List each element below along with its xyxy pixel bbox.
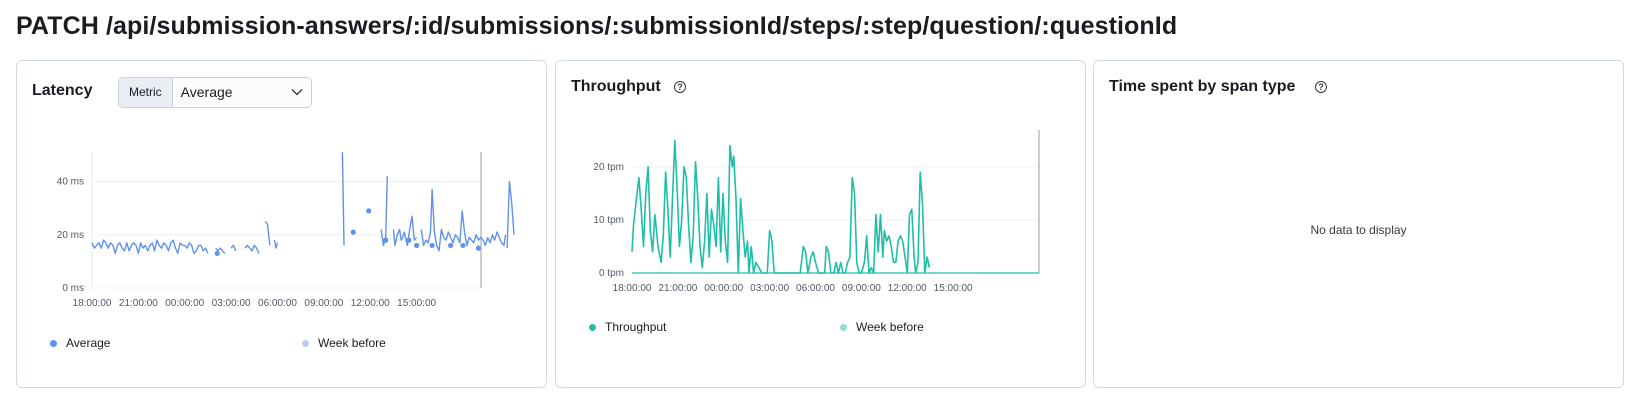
latency-series-line [420,188,507,252]
latency-data-point [406,237,412,243]
x-tick-label: 21:00:00 [658,283,697,294]
legend-week-before-label: Week before [318,336,386,350]
y-tick-label: 20 tpm [593,162,624,173]
x-tick-label: 06:00:00 [258,298,297,309]
throughput-title: Throughput [571,78,661,95]
latency-data-point [366,208,372,214]
latency-series-line [264,221,271,246]
metric-select-value: Average [180,84,233,100]
latency-data-point [414,242,420,249]
chevron-down-icon[interactable] [283,78,311,107]
latency-series-line [506,180,515,249]
x-tick-label: 15:00:00 [934,283,973,294]
x-tick-label: 18:00:00 [73,298,112,309]
latency-data-point [448,242,454,249]
latency-data-point [383,237,389,243]
no-data-message: No data to display [1310,223,1407,237]
legend-average-swatch [50,339,57,347]
throughput-series-line [631,139,931,274]
legend-average-label: Average [66,336,111,350]
x-tick-label: 09:00:00 [304,298,343,309]
latency-data-point [460,242,466,249]
legend-week-before[interactable]: Week before [302,336,386,350]
x-tick-label: 12:00:00 [351,298,390,309]
latency-data-point [350,229,356,235]
x-tick-label: 21:00:00 [119,298,158,309]
metric-select-label: Metric [119,78,173,107]
x-tick-label: 00:00:00 [704,283,743,294]
legend-throughput-week-before[interactable]: Week before [840,320,924,334]
x-tick-label: 03:00:00 [750,283,789,294]
latency-series-line [215,247,226,254]
latency-data-point [429,242,435,249]
x-tick-label: 12:00:00 [888,283,927,294]
latency-panel: Latency Metric Average 0 ms 20 ms 40 ms 18:… [16,60,547,388]
legend-throughput[interactable]: Throughput [589,320,666,334]
latency-series-line [273,239,279,249]
latency-series-line [244,244,260,254]
latency-title: Latency [32,82,93,99]
y-tick-label: 0 tpm [599,268,624,279]
latency-data-point [214,250,220,257]
x-tick-label: 06:00:00 [796,283,835,294]
y-tick-label: 0 ms [62,283,84,294]
latency-chart[interactable]: 0 ms 20 ms 40 ms 18:00:00 21:00:00 00:00:00 03… [17,61,548,389]
legend-throughput-swatch [589,323,596,331]
legend-throughput-week-before-label: Week before [856,320,924,334]
question-circle-icon[interactable]: ? [1315,81,1327,93]
latency-series-line [91,239,209,255]
y-tick-label: 20 ms [57,230,84,241]
x-tick-label: 18:00:00 [613,283,652,294]
latency-series-line [341,152,345,246]
x-tick-label: 03:00:00 [212,298,251,309]
page-title: PATCH /api/submission-answers/:id/submis… [16,12,1178,40]
latency-series-line [392,215,418,247]
legend-throughput-label: Throughput [605,320,667,334]
throughput-chart[interactable]: 0 tpm 10 tpm 20 tpm 18:00:00 21:00:00 00:00:0… [556,61,1087,389]
span-type-title: Time spent by span type [1109,78,1296,95]
throughput-panel: Throughput ? 0 tpm 10 tpm 20 tpm 18:00:00 21… [555,60,1086,388]
latency-series-line [230,244,237,252]
metric-select[interactable]: Metric Average [118,77,312,108]
latency-data-point [475,245,482,251]
span-type-panel: Time spent by span type ? No data to dis… [1093,60,1624,388]
legend-throughput-week-before-swatch [840,323,847,331]
x-tick-label: 15:00:00 [397,298,436,309]
legend-week-before-swatch [302,339,309,347]
x-tick-label: 09:00:00 [842,283,881,294]
y-tick-label: 10 tpm [593,215,624,226]
question-circle-icon[interactable]: ? [674,81,686,93]
x-tick-label: 00:00:00 [165,298,204,309]
legend-average[interactable]: Average [50,336,110,350]
y-tick-label: 40 ms [57,177,84,188]
